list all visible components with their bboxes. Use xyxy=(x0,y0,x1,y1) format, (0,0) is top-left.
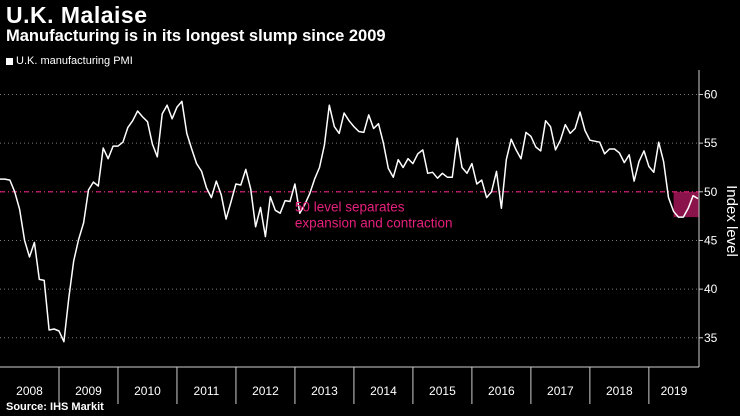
x-tick-label: 2010 xyxy=(134,384,161,398)
annotation-50-level: 50 level separates expansion and contract… xyxy=(295,199,453,230)
y-tick-label: 35 xyxy=(704,331,718,345)
x-tick-label: 2018 xyxy=(606,384,633,398)
x-tick-label: 2012 xyxy=(252,384,279,398)
y-axis-label: Index level xyxy=(723,185,740,257)
series-line-uk-pmi xyxy=(0,100,699,343)
x-tick-label: 2008 xyxy=(16,384,43,398)
x-tick-label: 2016 xyxy=(488,384,515,398)
legend-label: U.K. manufacturing PMI xyxy=(16,55,133,67)
legend-swatch xyxy=(6,57,13,65)
x-tick-label: 2009 xyxy=(75,384,102,398)
chart-subtitle: Manufacturing is in its longest slump si… xyxy=(6,27,386,45)
x-tick-label: 2015 xyxy=(429,384,456,398)
x-tick-labels: 2008 2009 2010 2011 2012 2013 2014 2015 2016 2017… xyxy=(16,384,687,398)
chart-legend: U.K. manufacturing PMI xyxy=(6,55,133,67)
chart-title: U.K. Malaise xyxy=(6,2,148,28)
x-tick-label: 2014 xyxy=(370,384,397,398)
y-tick-label: 60 xyxy=(704,87,718,101)
x-tick-label: 2013 xyxy=(311,384,338,398)
source-note: Source: IHS Markit xyxy=(6,401,104,413)
y-tick-label: 55 xyxy=(704,136,718,150)
y-tick-label: 45 xyxy=(704,233,718,247)
annotation-line: 50 level separates xyxy=(295,199,405,214)
annotation-line: expansion and contraction xyxy=(295,215,453,230)
x-tick-label: 2017 xyxy=(547,384,574,398)
y-tick-label: 40 xyxy=(704,282,718,296)
x-tick-label: 2011 xyxy=(194,384,220,398)
y-tick-labels: 35 40 45 50 55 60 xyxy=(704,87,718,344)
x-tick-label: 2019 xyxy=(661,384,688,398)
series-layer xyxy=(0,100,699,343)
axes xyxy=(0,70,703,404)
y-tick-label: 50 xyxy=(704,185,718,199)
